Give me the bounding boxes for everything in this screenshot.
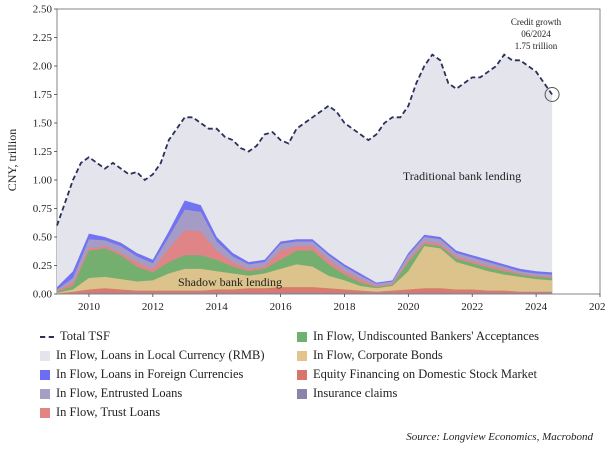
area-corporate-bonds xyxy=(57,246,553,294)
legend-swatch xyxy=(40,369,50,380)
callout-line-1: Credit growth xyxy=(511,17,562,27)
area-equity-financing xyxy=(57,287,553,294)
y-tick-label: 2.25 xyxy=(33,32,53,44)
legend-insurance-claims: Insurance claims xyxy=(297,386,397,401)
shadow-lending-label: Shadow bank lending xyxy=(178,275,282,289)
y-tick-label: 2.50 xyxy=(33,4,53,16)
legend-loans-rmb: In Flow, Loans in Local Currency (RMB) xyxy=(40,348,265,363)
y-tick-label: 0.75 xyxy=(33,203,53,215)
y-axis-label: CNY, trillion xyxy=(5,129,19,191)
legend-swatch xyxy=(297,369,307,380)
callout-circle xyxy=(544,87,560,102)
area-insurance-claims xyxy=(57,292,553,294)
callout-line-2: 06/2024 xyxy=(521,29,551,39)
x-tick-label: 2014 xyxy=(206,301,229,313)
legend-label: Insurance claims xyxy=(313,386,398,400)
y-tick-label: 1.75 xyxy=(33,89,53,101)
legend-swatch xyxy=(40,350,50,361)
x-tick-label: 2026 xyxy=(589,301,605,313)
legend-total-tsf: Total TSF xyxy=(40,329,110,344)
x-tick-label: 2022 xyxy=(461,301,483,313)
x-tick-label: 2020 xyxy=(397,301,420,313)
legend-swatch xyxy=(40,388,50,399)
y-tick-label: 2.00 xyxy=(33,61,53,73)
legend-label: In Flow, Undiscounted Bankers' Acceptanc… xyxy=(313,329,540,343)
legend-swatch xyxy=(297,350,307,361)
legend-swatch xyxy=(40,407,50,418)
chart: 0.00 0.25 0.50 0.75 1.00 1.25 1.50 1.75 2.00 2.25… xyxy=(5,4,605,314)
y-tick-label: 0.50 xyxy=(33,232,53,244)
y-tick-label: 1.00 xyxy=(33,175,53,187)
legend-swatch xyxy=(297,388,307,399)
legend-equity-financing: Equity Financing on Domestic Stock Marke… xyxy=(297,367,537,382)
total-tsf-line xyxy=(56,53,553,226)
legend-entrusted-loans: In Flow, Entrusted Loans xyxy=(40,386,182,401)
callout-line-3: 1.75 trillion xyxy=(515,41,558,51)
x-tick-label: 2010 xyxy=(78,301,101,313)
y-tick-label: 0.00 xyxy=(33,289,53,301)
legend-label: In Flow, Loans in Foreign Currencies xyxy=(56,367,244,381)
legend-label: Total TSF xyxy=(60,329,110,343)
legend-dash-swatch xyxy=(40,335,54,338)
plot-area xyxy=(56,8,601,295)
legend-label: In Flow, Corporate Bonds xyxy=(313,348,443,362)
legend-bankers-acceptances: In Flow, Undiscounted Bankers' Acceptanc… xyxy=(297,329,539,344)
y-tick-label: 1.25 xyxy=(33,146,53,158)
x-tick-label: 2016 xyxy=(270,301,293,313)
legend-label: In Flow, Trust Loans xyxy=(56,405,161,419)
axes: 0.00 0.25 0.50 0.75 1.00 1.25 1.50 1.75 2.00 2.25… xyxy=(33,4,605,314)
x-tick-label: 2018 xyxy=(333,301,356,313)
legend-label: Equity Financing on Domestic Stock Marke… xyxy=(313,367,537,381)
legend-loans-foreign: In Flow, Loans in Foreign Currencies xyxy=(40,367,243,382)
source-note: Source: Longview Economics, Macrobond xyxy=(406,431,593,443)
legend-label: In Flow, Loans in Local Currency (RMB) xyxy=(56,348,265,362)
x-tick-label: 2012 xyxy=(142,301,164,313)
y-tick-label: 1.50 xyxy=(33,118,53,130)
traditional-lending-label: Traditional bank lending xyxy=(403,169,521,183)
y-tick-label: 0.25 xyxy=(33,260,53,272)
legend-trust-loans: In Flow, Trust Loans xyxy=(40,405,160,420)
legend-corporate-bonds: In Flow, Corporate Bonds xyxy=(297,348,443,363)
legend-label: In Flow, Entrusted Loans xyxy=(56,386,183,400)
legend-swatch xyxy=(297,331,307,342)
x-tick-label: 2024 xyxy=(525,301,548,313)
